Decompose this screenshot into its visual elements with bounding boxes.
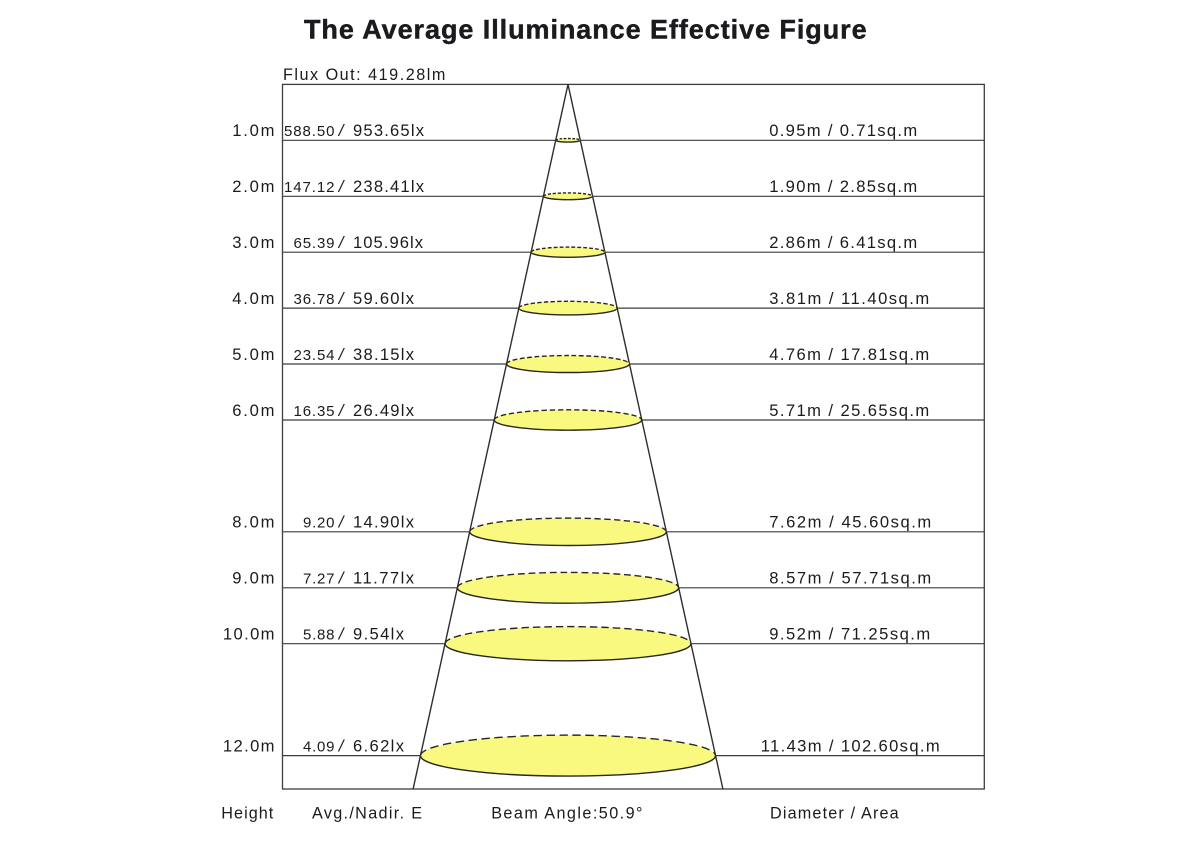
svg-text:5.71m / 25.65sq.m: 5.71m / 25.65sq.m [769,401,929,420]
svg-text:/: / [338,513,346,532]
svg-text:11.43m / 102.60sq.m: 11.43m / 102.60sq.m [761,736,940,755]
svg-text:36.78: 36.78 [294,291,335,308]
svg-text:65.39: 65.39 [294,235,335,252]
svg-text:10.0m: 10.0m [223,625,275,644]
svg-text:7.27: 7.27 [303,571,335,588]
svg-text:9.20: 9.20 [303,515,335,532]
svg-text:/: / [338,289,346,308]
svg-text:/: / [338,625,346,644]
svg-text:/: / [338,345,346,364]
svg-text:16.35: 16.35 [294,403,335,420]
svg-text:/: / [338,569,346,588]
svg-text:59.60lx: 59.60lx [353,289,415,308]
svg-text:/: / [338,401,346,420]
svg-text:/: / [338,736,346,755]
svg-text:2.0m: 2.0m [232,177,274,196]
svg-text:Height: Height [221,805,273,823]
svg-text:38.15lx: 38.15lx [353,345,415,364]
svg-text:0.95m / 0.71sq.m: 0.95m / 0.71sq.m [769,121,917,140]
svg-text:1.0m: 1.0m [232,121,274,140]
svg-text:26.49lx: 26.49lx [353,401,415,420]
svg-text:11.77lx: 11.77lx [353,569,415,588]
svg-text:3.0m: 3.0m [232,233,274,252]
svg-text:8.0m: 8.0m [232,513,274,532]
svg-text:147.12: 147.12 [284,179,335,196]
svg-text:6.0m: 6.0m [232,401,274,420]
svg-text:14.90lx: 14.90lx [353,513,415,532]
svg-text:6.62lx: 6.62lx [353,736,405,755]
svg-text:7.62m / 45.60sq.m: 7.62m / 45.60sq.m [769,513,931,532]
svg-text:105.96lx: 105.96lx [353,233,424,252]
svg-text:1.90m / 2.85sq.m: 1.90m / 2.85sq.m [769,177,917,196]
svg-text:The Average Illuminance Effect: The Average Illuminance Effective Figure [304,15,867,45]
svg-text:4.76m / 17.81sq.m: 4.76m / 17.81sq.m [769,345,929,364]
svg-text:3.81m / 11.40sq.m: 3.81m / 11.40sq.m [769,289,929,308]
svg-text:588.50: 588.50 [284,123,335,140]
svg-text:/: / [338,121,346,140]
svg-text:9.0m: 9.0m [232,569,274,588]
svg-text:/: / [338,233,346,252]
svg-text:4.0m: 4.0m [232,289,274,308]
svg-text:238.41lx: 238.41lx [353,177,425,196]
svg-text:2.86m / 6.41sq.m: 2.86m / 6.41sq.m [769,233,917,252]
svg-text:Flux Out: 419.28lm: Flux Out: 419.28lm [283,66,445,84]
svg-text:12.0m: 12.0m [223,736,275,755]
svg-text:Beam Angle:50.9°: Beam Angle:50.9° [491,805,642,823]
svg-text:9.52m / 71.25sq.m: 9.52m / 71.25sq.m [769,625,930,644]
svg-text:5.0m: 5.0m [232,345,274,364]
svg-text:8.57m / 57.71sq.m: 8.57m / 57.71sq.m [769,569,931,588]
svg-text:Avg./Nadir. E: Avg./Nadir. E [312,805,422,823]
svg-text:5.88: 5.88 [303,627,335,644]
svg-text:/: / [338,177,346,196]
svg-text:Diameter / Area: Diameter / Area [770,805,899,823]
svg-text:4.09: 4.09 [303,738,335,755]
svg-text:9.54lx: 9.54lx [353,625,405,644]
svg-text:23.54: 23.54 [294,347,335,364]
svg-text:953.65lx: 953.65lx [353,121,425,140]
